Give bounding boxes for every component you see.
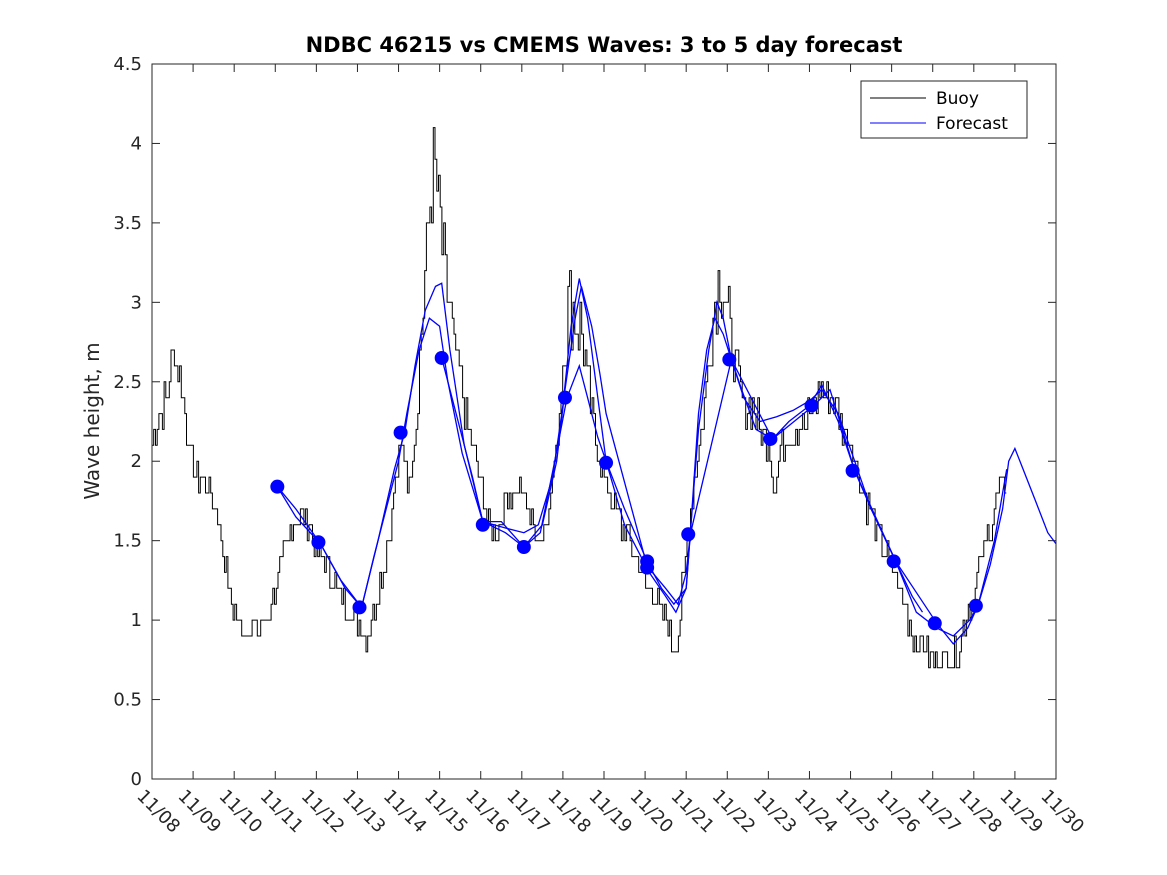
plot-frame — [151, 63, 1057, 780]
forecast-point-marker — [475, 517, 490, 532]
marker-layer — [270, 350, 983, 631]
forecast-point-marker — [352, 600, 367, 615]
forecast-point-marker — [845, 463, 860, 478]
forecast-point-marker — [927, 616, 942, 631]
forecast-point-marker — [557, 390, 572, 405]
chart-title: NDBC 46215 vs CMEMS Waves: 3 to 5 day fo… — [306, 33, 903, 57]
y-tick-label: 0.5 — [113, 690, 142, 711]
forecast-point-marker — [516, 540, 531, 555]
forecast-point-marker — [681, 527, 696, 542]
y-tick-label: 4 — [131, 133, 142, 154]
legend-box — [860, 80, 1028, 139]
forecast-point-marker — [886, 554, 901, 569]
y-tick-label: 4.5 — [113, 54, 142, 75]
forecast-point-marker — [311, 535, 326, 550]
forecast-point-marker — [270, 479, 285, 494]
series-forecast-line-2 — [276, 316, 1057, 637]
forecast-point-marker — [434, 350, 449, 365]
forecast-point-marker — [640, 560, 655, 575]
legend: Buoy Forecast — [860, 80, 1028, 139]
forecast-point-marker — [968, 598, 983, 613]
legend-label-buoy: Buoy — [936, 89, 979, 109]
forecast-point-marker — [722, 352, 737, 367]
forecast-point-marker — [393, 425, 408, 440]
y-tick-label: 2.5 — [113, 372, 142, 393]
forecast-point-marker — [804, 398, 819, 413]
plot-area — [152, 64, 1056, 779]
y-axis-label: Wave height, m — [80, 342, 104, 499]
forecast-point-marker — [599, 455, 614, 470]
legend-label-forecast: Forecast — [936, 114, 1008, 134]
y-tick-label: 2 — [131, 451, 142, 472]
y-tick-label: 3.5 — [113, 213, 142, 234]
y-tick-label: 1 — [131, 610, 142, 631]
y-tick-label: 3 — [131, 292, 142, 313]
series-buoy-line — [152, 127, 1007, 669]
y-tick-label: 0 — [131, 769, 142, 790]
y-tick-label: 1.5 — [113, 531, 142, 552]
forecast-point-marker — [763, 431, 778, 446]
